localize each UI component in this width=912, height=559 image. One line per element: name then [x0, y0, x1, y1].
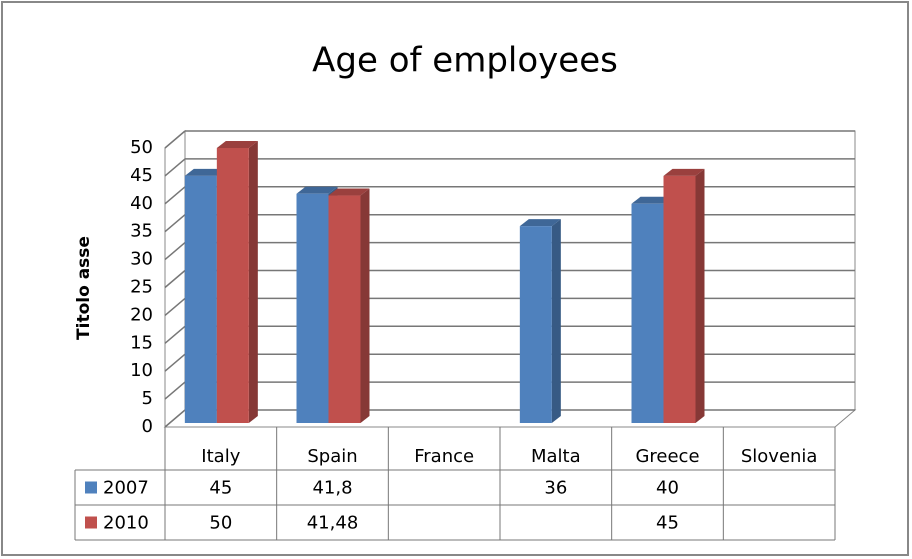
y-tick-label: 25 [130, 277, 153, 298]
table-value: 36 [544, 478, 567, 499]
bar [663, 175, 696, 423]
bar [631, 203, 664, 423]
table-value: 41,48 [307, 513, 359, 534]
table-value: 45 [209, 478, 232, 499]
x-tick-label: Malta [531, 446, 581, 467]
chart-title: Age of employees [312, 41, 618, 81]
legend-swatch [85, 516, 97, 529]
legend-label: 2007 [103, 478, 149, 499]
bar-top [216, 141, 258, 148]
bar-top [184, 168, 226, 176]
x-tick-label: Spain [307, 446, 357, 467]
legend-label: 2010 [103, 513, 149, 534]
grid-line-side [164, 242, 186, 261]
x-tick-label: Italy [201, 446, 240, 467]
grid-line-side [164, 269, 186, 289]
x-tick-label: Greece [635, 446, 699, 467]
grid-line-side [164, 353, 186, 372]
bar-top [328, 188, 370, 196]
y-tick-label: 40 [130, 193, 153, 214]
bar-side [360, 188, 370, 423]
bar [328, 195, 361, 423]
bar [216, 148, 249, 423]
y-tick-label: 5 [142, 388, 153, 409]
y-axis-title: Titolo asse [74, 236, 94, 340]
x-tick-label: Slovenia [741, 446, 818, 467]
grid-line-side [164, 186, 186, 205]
y-tick-label: 0 [142, 416, 153, 437]
y-tick-label: 35 [130, 221, 153, 242]
bar [296, 193, 329, 423]
table-value: 50 [209, 513, 232, 534]
grid-line-side [164, 297, 186, 316]
bar-side [248, 141, 258, 423]
legend-swatch [85, 481, 97, 494]
grid-line-side [164, 158, 186, 177]
table-value: 41,8 [312, 478, 352, 499]
table-value: 45 [656, 513, 679, 534]
bar-top [519, 219, 561, 227]
bar-top [296, 186, 338, 194]
table-value: 40 [656, 478, 679, 499]
grid-line-side [164, 214, 186, 233]
bar-top [663, 168, 705, 176]
bar-side [551, 219, 561, 423]
bar-side [695, 168, 705, 423]
y-tick-label: 30 [130, 249, 153, 270]
y-tick-label: 20 [130, 304, 153, 325]
grid-line-side [164, 325, 186, 344]
bar [519, 226, 552, 423]
grid-line-side [164, 409, 186, 428]
bar-top [631, 196, 673, 204]
bar [184, 175, 217, 423]
y-tick-label: 15 [130, 332, 153, 353]
grid-line-side [164, 130, 186, 149]
grid-line-side [164, 381, 186, 400]
y-tick-label: 50 [130, 137, 153, 158]
y-tick-label: 45 [130, 165, 153, 186]
x-tick-label: France [414, 446, 474, 467]
y-tick-label: 10 [130, 360, 153, 381]
